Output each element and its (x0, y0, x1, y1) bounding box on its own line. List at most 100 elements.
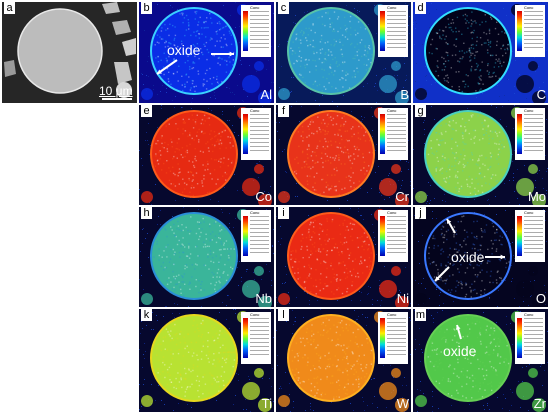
map-speckle (353, 410, 354, 411)
particle-texture (205, 36, 207, 38)
map-speckle (534, 280, 535, 281)
particle-texture (486, 49, 489, 51)
particle-texture (300, 42, 302, 44)
particle-texture (223, 271, 225, 273)
map-speckle (235, 218, 236, 219)
particle-texture (452, 259, 454, 261)
particle-texture (316, 145, 319, 147)
particle-texture (185, 226, 187, 229)
particle-texture (351, 135, 353, 138)
particle-texture (358, 355, 360, 357)
particle-texture (169, 170, 172, 172)
particle-texture (198, 255, 200, 257)
map-speckle (514, 298, 515, 299)
particle-texture (361, 245, 363, 248)
particle-texture (356, 54, 359, 57)
particle-texture (371, 54, 373, 56)
map-speckle (500, 119, 501, 120)
map-speckle (233, 309, 234, 310)
particle-texture (298, 261, 300, 263)
particle-texture (211, 137, 213, 140)
particle-texture (488, 28, 491, 31)
particle-texture (191, 383, 193, 385)
particle-texture (331, 185, 333, 187)
particle-texture (328, 117, 330, 119)
particle-texture (476, 220, 478, 222)
particle-texture (451, 54, 454, 57)
particle-texture (309, 71, 311, 73)
particle-texture (487, 52, 489, 54)
particle-texture (164, 348, 166, 350)
particle-texture (303, 161, 306, 163)
particle-texture (200, 131, 203, 133)
particle-texture (336, 169, 338, 172)
particle-rim (150, 7, 238, 95)
particle-texture (474, 274, 477, 276)
map-speckle (351, 111, 352, 112)
particle-texture (211, 325, 213, 327)
particle-texture (341, 320, 343, 322)
particle-texture (168, 277, 170, 279)
particle-texture (435, 70, 437, 72)
particle-texture (157, 140, 159, 142)
particle-texture (442, 29, 444, 32)
particle-texture (311, 243, 314, 246)
particle-texture (461, 135, 464, 137)
particle-texture (491, 247, 493, 250)
particle-texture (462, 170, 464, 172)
particle-texture (483, 229, 486, 231)
particle-texture (220, 254, 222, 256)
particle-texture (350, 368, 352, 370)
particle-texture (208, 361, 210, 363)
particle-texture (346, 149, 349, 151)
particle-texture (175, 387, 178, 390)
particle-texture (201, 323, 203, 325)
map-speckle (374, 237, 375, 238)
particle-texture (338, 64, 340, 66)
particle-texture (482, 134, 485, 136)
map-speckle (254, 279, 255, 280)
map-speckle (445, 201, 446, 202)
particle-texture (481, 191, 484, 194)
particle-texture (451, 138, 453, 140)
particle-texture (451, 19, 454, 21)
particle-texture (448, 121, 451, 123)
particle-texture (468, 176, 471, 178)
particle-texture (465, 282, 467, 284)
particle-texture (465, 283, 468, 285)
map-speckle (262, 106, 263, 107)
particle-texture (495, 250, 498, 252)
particle-texture (457, 251, 459, 253)
particle-texture (335, 87, 337, 89)
particle-texture (499, 62, 501, 64)
particle-texture (197, 359, 199, 361)
particle-texture (431, 38, 434, 41)
particle-texture (455, 248, 457, 250)
particle-texture (295, 38, 297, 41)
particle-texture (471, 116, 473, 118)
particle-texture (476, 292, 478, 295)
particle-texture (496, 40, 498, 43)
particle-texture (473, 236, 475, 238)
particle-texture (479, 172, 481, 174)
particle-texture (337, 251, 340, 253)
particle-texture (190, 187, 193, 189)
particle-texture (169, 258, 172, 260)
particle-texture (344, 61, 346, 63)
map-speckle (153, 85, 154, 86)
particle-texture (215, 140, 218, 143)
particle-texture (221, 131, 224, 133)
map-speckle (425, 76, 426, 77)
particle-texture (231, 268, 234, 270)
particle-texture (457, 162, 460, 165)
particle-texture (353, 145, 356, 148)
particle-texture (323, 260, 325, 262)
minor-particle (528, 368, 538, 378)
particle-texture (487, 383, 489, 385)
particle-texture (194, 268, 196, 270)
particle-texture (337, 146, 340, 149)
particle-texture (345, 29, 347, 31)
map-speckle (459, 110, 460, 111)
particle-texture (232, 365, 234, 368)
map-speckle (174, 107, 175, 108)
